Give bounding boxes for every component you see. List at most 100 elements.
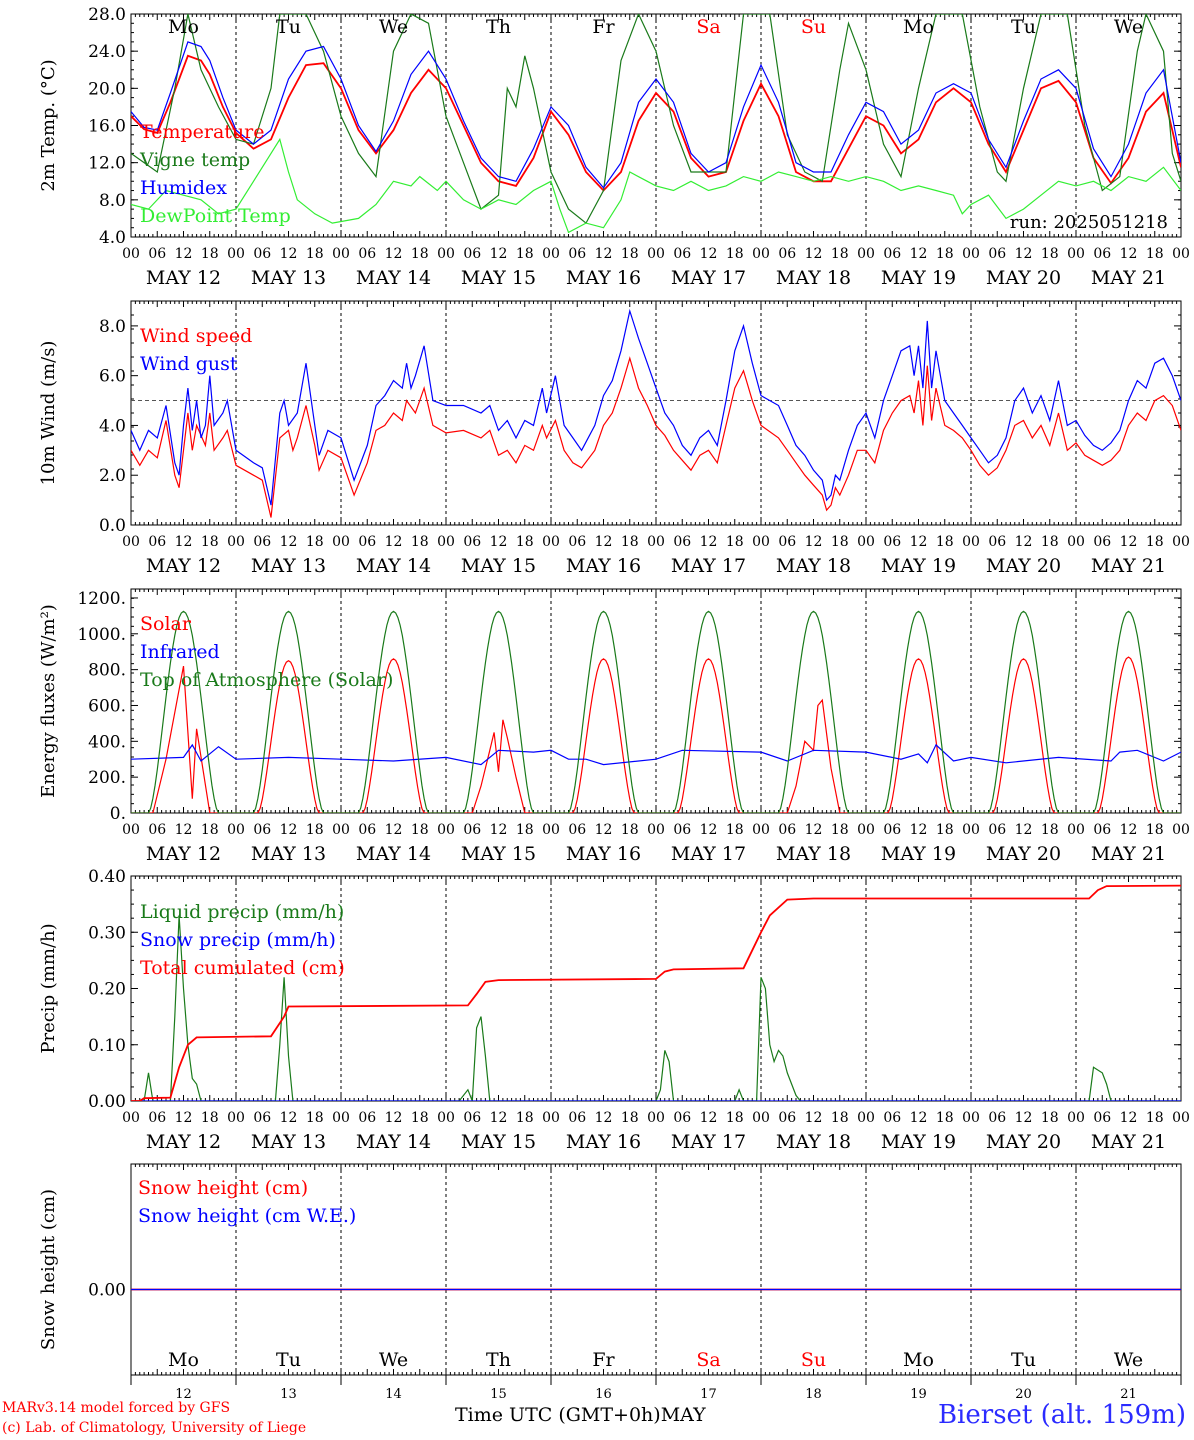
panel-frame <box>130 13 1182 238</box>
hour-tick-label: 06 <box>568 246 586 262</box>
hour-tick-label: 18 <box>1041 246 1059 262</box>
legend-entry: Snow precip (mm/h) <box>140 929 336 951</box>
date-label: MAY 15 <box>461 843 536 865</box>
hour-tick-label: 12 <box>1015 534 1033 550</box>
hour-tick-label: 00 <box>752 534 770 550</box>
hour-tick-label: 18 <box>1146 534 1164 550</box>
date-label: MAY 18 <box>776 267 851 289</box>
date-label: MAY 17 <box>671 843 746 865</box>
hour-tick-label: 18 <box>201 822 219 838</box>
day-number: 18 <box>805 1387 822 1402</box>
day-number: 14 <box>385 1387 402 1402</box>
hour-tick-label: 00 <box>962 822 980 838</box>
hour-tick-label: 12 <box>700 822 718 838</box>
hour-tick-label: 00 <box>1067 1110 1085 1126</box>
hour-tick-label: 18 <box>831 822 849 838</box>
series-line <box>131 41 1181 189</box>
hour-tick-label: 18 <box>936 1110 954 1126</box>
legend-entry: Wind gust <box>140 353 238 375</box>
y-tick-label: 0.00 <box>88 1092 126 1112</box>
hour-tick-label: 00 <box>752 246 770 262</box>
panel-frame <box>130 588 1182 814</box>
hour-tick-label: 18 <box>306 822 324 838</box>
day-number: 15 <box>490 1387 507 1402</box>
lab-credit: (c) Lab. of Climatology, University of L… <box>2 1420 307 1436</box>
hour-tick-label: 00 <box>647 534 665 550</box>
series-line <box>131 308 1181 506</box>
legend-entry: Solar <box>140 613 192 635</box>
y-tick-label: 8.0 <box>99 191 126 211</box>
hour-tick-label: 18 <box>516 1110 534 1126</box>
y-tick-label: 0.10 <box>88 1036 126 1056</box>
hour-tick-label: 18 <box>936 822 954 838</box>
hour-tick-label: 12 <box>385 534 403 550</box>
hour-tick-label: 00 <box>437 246 455 262</box>
hour-tick-label: 06 <box>778 1110 796 1126</box>
hour-tick-label: 00 <box>857 534 875 550</box>
hour-tick-label: 06 <box>148 1110 166 1126</box>
y-tick-label: 0. <box>110 804 126 824</box>
y-tick-label: 20.0 <box>88 79 126 99</box>
weekday-label: Tu <box>1011 1349 1036 1371</box>
hour-tick-label: 00 <box>122 246 140 262</box>
weekday-label: We <box>379 16 408 38</box>
hour-tick-label: 06 <box>568 822 586 838</box>
hour-tick-label: 00 <box>542 1110 560 1126</box>
panel-frame <box>130 300 1182 526</box>
hour-tick-label: 18 <box>621 534 639 550</box>
hour-tick-label: 18 <box>621 246 639 262</box>
hour-tick-label: 12 <box>175 246 193 262</box>
day-number: 21 <box>1120 1387 1137 1402</box>
hour-tick-label: 00 <box>122 1110 140 1126</box>
hour-tick-label: 00 <box>962 534 980 550</box>
date-label: MAY 12 <box>146 843 221 865</box>
weekday-label: Mo <box>168 1349 199 1371</box>
hour-tick-label: 00 <box>857 822 875 838</box>
time-axis-label: Time UTC (GMT+0h)MAY <box>455 1404 706 1426</box>
hour-tick-label: 00 <box>122 534 140 550</box>
hour-tick-label: 06 <box>673 1110 691 1126</box>
hour-tick-label: 06 <box>253 1110 271 1126</box>
hour-tick-label: 18 <box>831 246 849 262</box>
y-tick-label: 200. <box>88 768 126 788</box>
hour-tick-label: 12 <box>595 246 613 262</box>
hour-tick-label: 12 <box>805 822 823 838</box>
hour-tick-label: 00 <box>437 534 455 550</box>
date-label: MAY 15 <box>461 555 536 577</box>
hour-tick-label: 00 <box>1067 246 1085 262</box>
hour-tick-label: 00 <box>647 1110 665 1126</box>
hour-tick-label: 18 <box>1146 1110 1164 1126</box>
hour-tick-label: 18 <box>516 534 534 550</box>
hour-tick-label: 06 <box>883 534 901 550</box>
hour-tick-label: 06 <box>883 1110 901 1126</box>
series-line <box>131 915 1181 1101</box>
hour-tick-label: 12 <box>175 1110 193 1126</box>
hour-tick-label: 00 <box>542 822 560 838</box>
hour-tick-label: 00 <box>647 822 665 838</box>
hour-tick-label: 06 <box>253 534 271 550</box>
series-line <box>131 743 1181 766</box>
y-tick-label: 600. <box>88 696 126 716</box>
hour-tick-label: 06 <box>778 822 796 838</box>
y-tick-label: 8.0 <box>99 317 126 337</box>
date-label: MAY 16 <box>566 267 641 289</box>
hour-tick-label: 06 <box>673 534 691 550</box>
date-label: MAY 14 <box>356 267 431 289</box>
hour-tick-label: 18 <box>411 534 429 550</box>
hour-tick-label: 12 <box>910 1110 928 1126</box>
date-label: MAY 18 <box>776 555 851 577</box>
hour-tick-label: 06 <box>148 822 166 838</box>
series-line <box>131 884 1181 1101</box>
hour-tick-label: 18 <box>516 822 534 838</box>
date-label: MAY 17 <box>671 555 746 577</box>
date-label: MAY 13 <box>251 843 326 865</box>
y-tick-label: 0.40 <box>88 867 126 887</box>
hour-tick-label: 18 <box>726 534 744 550</box>
hour-tick-label: 12 <box>595 534 613 550</box>
hour-tick-label: 00 <box>962 1110 980 1126</box>
hour-tick-label: 00 <box>1172 534 1190 550</box>
weekday-label: Tu <box>276 16 301 38</box>
hour-tick-label: 12 <box>700 534 718 550</box>
hour-tick-label: 06 <box>463 534 481 550</box>
